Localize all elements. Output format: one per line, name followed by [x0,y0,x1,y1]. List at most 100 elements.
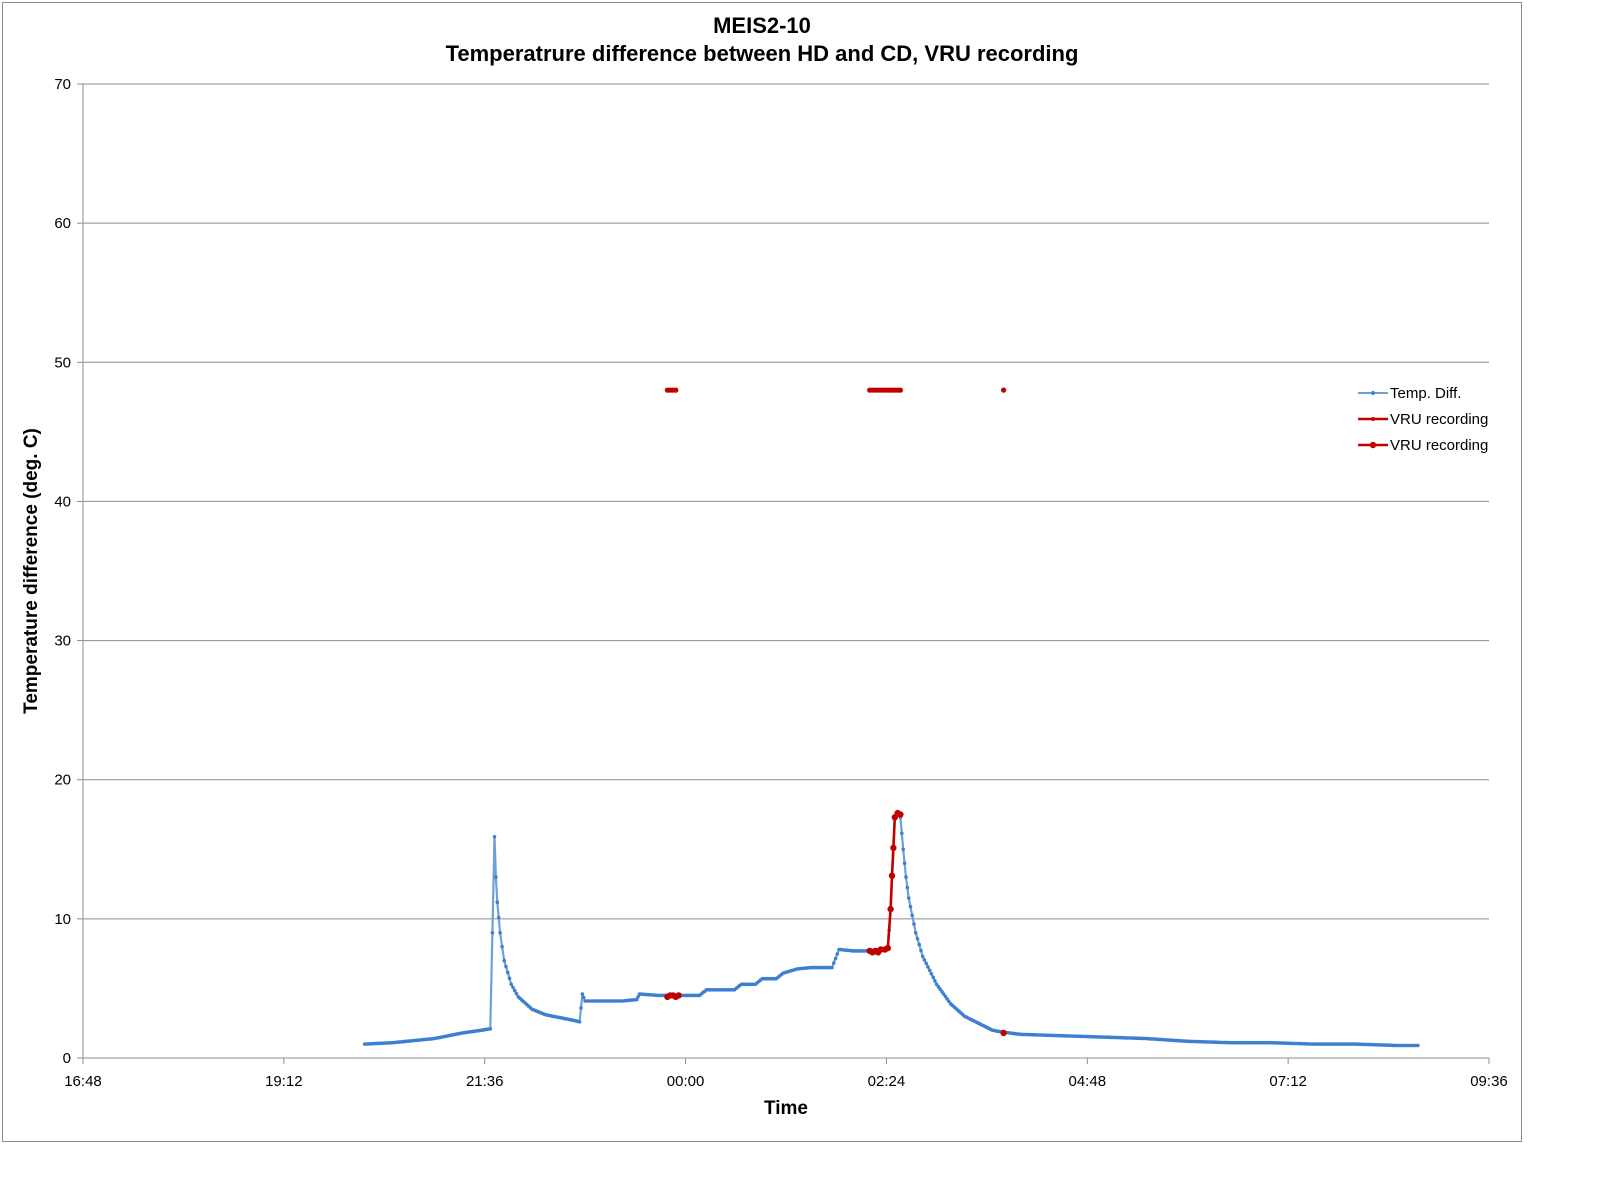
point-temp [635,997,639,1002]
legend-item-vru_line: VRU recording [1358,411,1488,428]
point-temp [919,948,923,953]
axes [82,84,1490,1064]
point-temp [579,1006,583,1010]
y-tick-label: 70 [54,76,71,93]
point-temp [498,931,502,935]
point-vru-marker [1001,387,1007,393]
legend: Temp. Diff. VRU recording VRU recording [1358,385,1488,454]
point-temp [488,1027,493,1031]
point-temp [577,1020,582,1024]
x-axis-title: Time [764,1098,808,1119]
x-tick-label: 21:36 [466,1073,504,1090]
legend-label: VRU recording [1390,411,1488,428]
point-temp [927,968,932,973]
x-tick-label: 07:12 [1269,1073,1307,1090]
legend-label: Temp. Diff. [1390,385,1461,402]
y-tick-label: 60 [54,215,71,232]
point-temp [507,976,512,981]
y-tick-label: 20 [54,772,71,789]
point-temp [495,900,500,904]
point-temp [1416,1043,1420,1048]
y-axis-title: Temperature difference (deg. C) [21,428,42,714]
point-temp [908,904,913,909]
point-temp [912,922,916,926]
point-temp [500,944,504,949]
x-tick-label: 19:12 [265,1073,303,1090]
point-temp [496,915,501,920]
chart-frame [2,2,1522,1142]
point-temp [938,987,942,991]
point-vru [890,844,897,852]
y-tick-label: 30 [54,633,71,650]
legend-item-vru_marker: VRU recording [1358,437,1488,454]
point-temp [580,992,585,996]
series-temp [363,810,1420,1048]
y-tick-label: 10 [54,911,71,928]
x-tick-label: 04:48 [1069,1073,1107,1090]
point-temp [514,991,519,996]
point-vru [1000,1029,1007,1037]
x-tick-label: 00:00 [667,1073,705,1090]
point-temp [931,975,935,980]
point-temp [901,847,905,852]
point-temp [917,942,921,947]
point-temp [929,972,934,976]
point-temp [512,988,517,993]
point-temp [502,958,507,963]
point-vru [887,905,894,913]
series-vru_marker [664,387,1007,393]
x-tick-label: 09:36 [1470,1073,1508,1090]
point-temp [636,995,640,999]
y-tick-label: 50 [54,354,71,371]
point-vru-marker [673,387,679,393]
x-tick-label: 16:48 [64,1073,102,1090]
point-temp [832,961,836,965]
point-temp [904,875,908,879]
point-temp [494,875,498,879]
series-line-vru [869,811,901,954]
y-tick-label: 0 [63,1050,71,1067]
chart-title: MEIS2-10 [713,13,811,38]
point-vru [897,811,904,818]
point-temp [505,970,510,975]
point-temp [492,835,497,839]
point-temp [509,982,513,987]
point-temp [913,931,918,935]
point-temp [920,954,925,959]
point-temp [933,979,937,983]
x-tick-label: 02:24 [868,1073,906,1090]
point-temp [833,956,838,961]
series-layer [363,387,1420,1048]
point-temp [906,896,911,900]
gridlines [77,83,1489,1059]
series-vru_line [664,809,1007,1037]
point-temp [490,931,495,935]
point-vru-marker [897,387,904,393]
point-vru [675,992,682,999]
legend-marker [1371,391,1375,395]
point-temp [581,995,586,1000]
x-tick-labels: 16:48 19:12 21:36 00:00 02:24 04:48 07:12 09:36 [64,1073,1508,1090]
point-temp [924,961,928,966]
chart-subtitle: Temperatrure difference between HD and C… [446,41,1079,66]
point-temp [905,885,910,890]
point-vru [884,944,891,952]
point-temp [926,965,930,969]
point-vru [888,872,896,879]
legend-marker [1369,441,1377,449]
point-temp [910,913,914,918]
point-temp [504,964,508,969]
y-tick-labels: 0 10 20 30 40 50 60 70 [54,76,71,1067]
point-temp [830,965,834,970]
point-temp [511,985,515,990]
point-temp [922,958,927,962]
legend-marker [1371,417,1375,421]
legend-label: VRU recording [1390,437,1488,454]
legend-item-temp: Temp. Diff. [1358,385,1461,402]
y-tick-label: 40 [54,493,71,510]
point-temp [902,861,907,865]
point-temp [900,831,904,836]
point-temp [835,952,840,956]
point-temp [915,936,920,941]
